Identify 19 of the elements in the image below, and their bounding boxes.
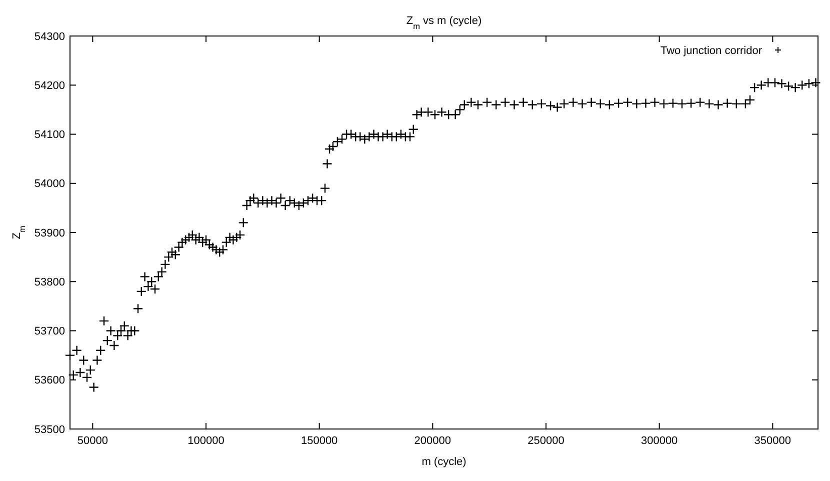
y-tick-label: 54000 <box>34 178 65 190</box>
y-tick-label: 53500 <box>34 424 65 436</box>
legend-label: Two junction corridor <box>660 44 762 57</box>
y-tick-label: 53900 <box>34 227 65 240</box>
y-tick-label: 54100 <box>34 129 65 142</box>
x-tick-label: 250000 <box>528 435 564 447</box>
y-tick-label: 54300 <box>34 30 65 43</box>
x-tick-label: 50000 <box>77 435 108 447</box>
x-axis-title: m (cycle) <box>422 456 466 468</box>
y-tick-label: 53600 <box>34 374 65 387</box>
x-tick-label: 200000 <box>414 435 452 447</box>
x-tick-label: 350000 <box>754 435 792 447</box>
y-tick-label: 54200 <box>34 80 65 92</box>
y-tick-label: 53800 <box>34 276 65 288</box>
x-tick-label: 150000 <box>300 435 338 447</box>
x-tick-label: 100000 <box>188 435 224 447</box>
x-tick-label: 300000 <box>640 435 678 447</box>
chart-title: Z$_{m}$ vs m (cycle) <box>406 15 482 30</box>
y-tick-label: 53700 <box>34 326 65 338</box>
